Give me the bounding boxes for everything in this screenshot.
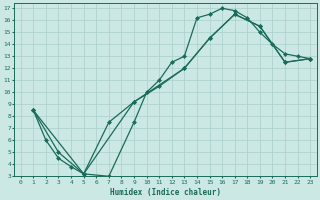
X-axis label: Humidex (Indice chaleur): Humidex (Indice chaleur) xyxy=(110,188,221,197)
